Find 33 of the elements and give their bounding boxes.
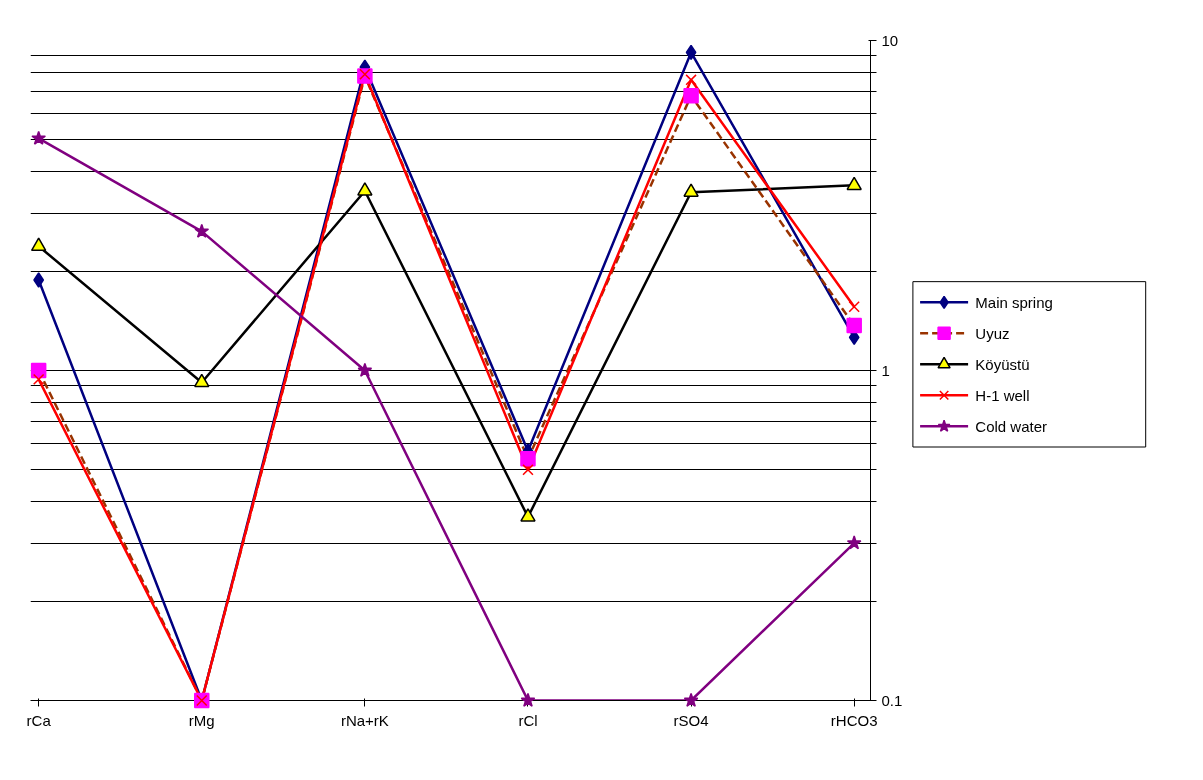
x-tick-label: rSO4 [673, 711, 709, 729]
point [31, 130, 47, 145]
point [848, 301, 860, 313]
x-tick-label: rCa [26, 711, 52, 729]
y-tick-label: 0.1 [881, 691, 903, 709]
point [33, 272, 45, 288]
x-tick-label: rCl [518, 711, 538, 729]
legend-label: Main spring [975, 293, 1053, 311]
legend-label: Cold water [975, 417, 1047, 435]
legend-label: H-1 well [975, 386, 1030, 404]
point [685, 74, 697, 86]
point [32, 373, 45, 386]
point [683, 183, 699, 197]
point [357, 362, 373, 377]
y-tick-label: 1 [881, 361, 890, 379]
x-tick-label: rNa+rK [340, 711, 389, 729]
point [194, 223, 210, 238]
x-tick-label: rHCO3 [830, 711, 878, 729]
point [685, 44, 697, 61]
y-tick-label: 10 [881, 31, 899, 49]
point [522, 464, 534, 476]
point [359, 68, 371, 80]
point [846, 535, 862, 550]
point [30, 237, 47, 252]
point [520, 508, 536, 522]
point [520, 692, 536, 707]
x-tick-label: rMg [188, 711, 215, 729]
legend-label: Köyüstü [975, 355, 1030, 373]
point [683, 692, 699, 707]
point [846, 176, 862, 191]
legend-label: Uyuz [975, 324, 1010, 342]
point [194, 373, 210, 388]
point [357, 182, 373, 196]
